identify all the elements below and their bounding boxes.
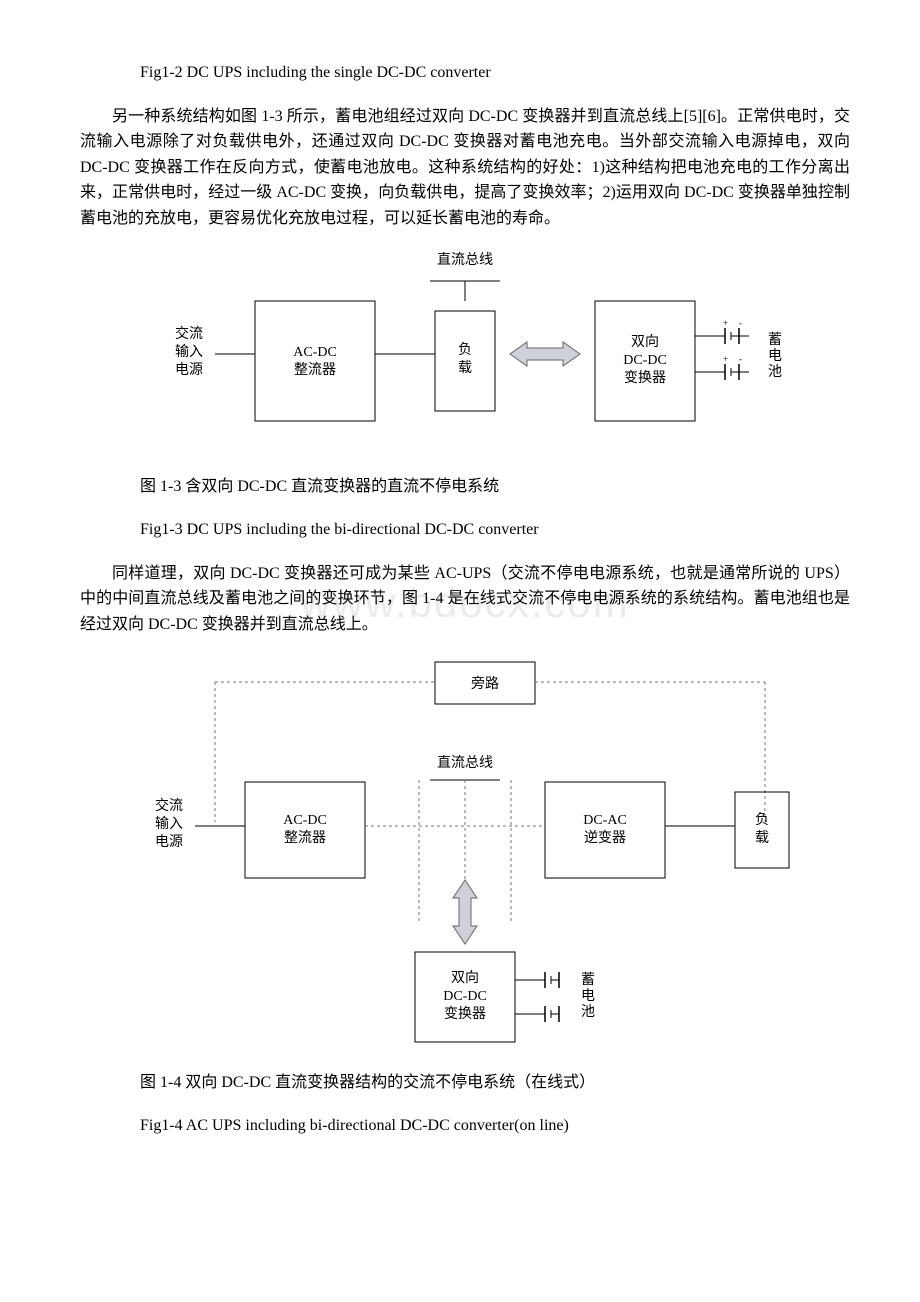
load-box-2 <box>735 792 789 868</box>
conv2-l1: 双向 <box>451 970 479 986</box>
inv-l1: DC-AC <box>583 813 627 828</box>
figure-1-3: 直流总线 交流 输入 电源 AC-DC 整流器 负 载 双向 DC-DC 变换器… <box>80 246 850 456</box>
paragraph-2: 同样道理，双向 DC-DC 变换器还可成为某些 AC-UPS（交流不停电电源系统… <box>80 561 850 638</box>
bus-label-2: 直流总线 <box>437 754 493 771</box>
ac-input-l3: 电源 <box>175 362 203 378</box>
paragraph-1: 另一种系统结构如图 1-3 所示，蓄电池组经过双向 DC-DC 变换器并到直流总… <box>80 104 850 232</box>
load-l1: 负 <box>458 342 472 358</box>
rect-l1: AC-DC <box>293 345 337 360</box>
rect-l2: 整流器 <box>294 362 336 378</box>
battery-icon-2 <box>545 972 559 1022</box>
bus-label: 直流总线 <box>437 251 493 268</box>
svg-text:+: + <box>723 354 728 364</box>
batt-l1: 蓄 <box>768 332 782 348</box>
fig12-caption-en: Fig1-2 DC UPS including the single DC-DC… <box>140 60 850 86</box>
batt-l3: 池 <box>768 364 782 380</box>
svg-text:+: + <box>723 318 728 328</box>
load-l2: 载 <box>458 360 472 376</box>
rectifier-box <box>255 301 375 421</box>
conv2-l2: DC-DC <box>443 989 487 1004</box>
batt-l2: 电 <box>768 348 782 364</box>
conv-l1: 双向 <box>631 334 659 350</box>
inv-l2: 逆变器 <box>584 830 626 846</box>
ac-in-l1: 交流 <box>155 797 183 814</box>
fig13-caption-cn: 图 1-3 含双向 DC-DC 直流变换器的直流不停电系统 <box>140 474 850 500</box>
fig13-caption-en: Fig1-3 DC UPS including the bi-direction… <box>140 517 850 543</box>
fig14-caption-cn: 图 1-4 双向 DC-DC 直流变换器结构的交流不停电系统（在线式） <box>140 1070 850 1096</box>
ac-in-l3: 电源 <box>155 834 183 850</box>
rect2-l1: AC-DC <box>283 813 327 828</box>
conv2-l3: 变换器 <box>444 1005 486 1022</box>
svg-text:-: - <box>739 318 742 328</box>
vertical-bidir-arrow-icon <box>453 880 477 944</box>
ac-in-l2: 输入 <box>155 816 183 832</box>
fig14-caption-en: Fig1-4 AC UPS including bi-directional D… <box>140 1113 850 1139</box>
load2-l2: 载 <box>755 830 769 846</box>
inverter-box <box>545 782 665 878</box>
bidirectional-arrow-icon <box>510 342 580 366</box>
ac-input-l1: 交流 <box>175 325 203 342</box>
load2-l1: 负 <box>755 812 769 828</box>
batt2-l3: 池 <box>581 1004 595 1020</box>
bypass-label: 旁路 <box>471 675 499 692</box>
figure-1-4: 旁路 直流总线 交流 输入 电源 AC-DC 整流器 DC-AC 逆变器 负 载… <box>80 652 850 1052</box>
rectifier-box-2 <box>245 782 365 878</box>
conv-l3: 变换器 <box>624 369 666 386</box>
rect2-l2: 整流器 <box>284 830 326 846</box>
conv-l2: DC-DC <box>623 353 667 368</box>
battery-icon: + - + - <box>723 318 749 380</box>
batt2-l2: 电 <box>581 988 595 1004</box>
svg-text:-: - <box>739 354 742 364</box>
ac-input-l2: 输入 <box>175 344 203 360</box>
batt2-l1: 蓄 <box>581 972 595 988</box>
